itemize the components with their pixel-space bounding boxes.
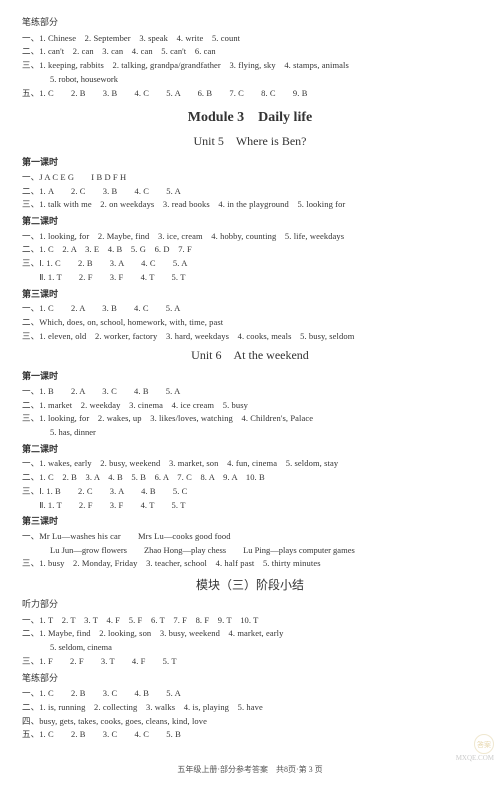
unit6-lesson3-label: 第三课时	[22, 515, 478, 529]
watermark: 答案 MXQE.COM	[456, 734, 494, 762]
u6c3-l1b: Lu Jun—grow flowers Zhao Hong—play chess…	[22, 544, 478, 557]
listen-l3: 三、1. F 2. F 3. T 4. F 5. T	[22, 655, 478, 668]
unit6-title: Unit 6 At the weekend	[22, 346, 478, 364]
u6c2-l3: 三、Ⅰ. 1. B 2. C 3. A 4. B 5. C	[22, 485, 478, 498]
unit6-lesson2-label: 第二课时	[22, 443, 478, 457]
u5c2-l1: 一、1. looking, for 2. Maybe, find 3. ice,…	[22, 230, 478, 243]
u5c2-l2: 二、1. C 2. A 3. E 4. B 5. G 6. D 7. F	[22, 243, 478, 256]
u5c2-l4: Ⅱ. 1. T 2. F 3. F 4. T 5. T	[22, 271, 478, 284]
write-label: 笔练部分	[22, 672, 478, 686]
write-l1: 一、1. C 2. B 3. C 4. B 5. A	[22, 687, 478, 700]
u6c1-l3b: 5. has, dinner	[22, 426, 478, 439]
module-title: Module 3 Daily life	[22, 107, 478, 128]
unit5-lesson1-label: 第一课时	[22, 156, 478, 170]
u5c1-l2: 二、1. A 2. C 3. B 4. C 5. A	[22, 185, 478, 198]
unit5-lesson3-label: 第三课时	[22, 288, 478, 302]
u6c2-l4: Ⅱ. 1. T 2. F 3. F 4. T 5. T	[22, 499, 478, 512]
u5c3-l1: 一、1. C 2. A 3. B 4. C 5. A	[22, 302, 478, 315]
unit5-title: Unit 5 Where is Ben?	[22, 132, 478, 150]
u6c1-l3: 三、1. looking, for 2. wakes, up 3. likes/…	[22, 412, 478, 425]
unit5-lesson2-label: 第二课时	[22, 215, 478, 229]
intro-line-2: 二、1. can't 2. can 3. can 4. can 5. can't…	[22, 45, 478, 58]
u6c3-l2: 三、1. busy 2. Monday, Friday 3. teacher, …	[22, 557, 478, 570]
watermark-circle: 答案	[474, 734, 494, 754]
write-l4: 五、1. C 2. B 3. C 4. C 5. B	[22, 728, 478, 741]
u6c1-l2: 二、1. market 2. weekday 3. cinema 4. ice …	[22, 399, 478, 412]
u5c3-l2: 二、Which, does, on, school, homework, wit…	[22, 316, 478, 329]
listen-label: 听力部分	[22, 598, 478, 612]
listen-l2b: 5. seldom, cinema	[22, 641, 478, 654]
intro-line-1: 一、1. Chinese 2. September 3. speak 4. wr…	[22, 32, 478, 45]
write-l3: 四、busy, gets, takes, cooks, goes, cleans…	[22, 715, 478, 728]
intro-line-4: 五、1. C 2. B 3. B 4. C 5. A 6. B 7. C 8. …	[22, 87, 478, 100]
u5c1-l3: 三、1. talk with me 2. on weekdays 3. read…	[22, 198, 478, 211]
u6c3-l1: 一、Mr Lu—washes his car Mrs Lu—cooks good…	[22, 530, 478, 543]
u5c1-l1: 一、J A C E G I B D F H	[22, 171, 478, 184]
u6c1-l1: 一、1. B 2. A 3. C 4. B 5. A	[22, 385, 478, 398]
u6c2-l2: 二、1. C 2. B 3. A 4. B 5. B 6. A 7. C 8. …	[22, 471, 478, 484]
listen-l2: 二、1. Maybe, find 2. looking, son 3. busy…	[22, 627, 478, 640]
u5c3-l3: 三、1. eleven, old 2. worker, factory 3. h…	[22, 330, 478, 343]
u6c2-l1: 一、1. wakes, early 2. busy, weekend 3. ma…	[22, 457, 478, 470]
write-l2: 二、1. is, running 2. collecting 3. walks …	[22, 701, 478, 714]
page-footer: 五年级上册·部分参考答案 共8页·第 3 页	[0, 764, 500, 776]
stage-title: 模块（三）阶段小结	[22, 576, 478, 594]
intro-line-3b: 5. robot, housework	[22, 73, 478, 86]
section-header: 笔练部分	[22, 16, 478, 30]
watermark-site: MXQE.COM	[456, 754, 494, 762]
listen-l1: 一、1. T 2. T 3. T 4. F 5. F 6. T 7. F 8. …	[22, 614, 478, 627]
u5c2-l3: 三、Ⅰ. 1. C 2. B 3. A 4. C 5. A	[22, 257, 478, 270]
unit6-lesson1-label: 第一课时	[22, 370, 478, 384]
intro-line-3: 三、1. keeping, rabbits 2. talking, grandp…	[22, 59, 478, 72]
